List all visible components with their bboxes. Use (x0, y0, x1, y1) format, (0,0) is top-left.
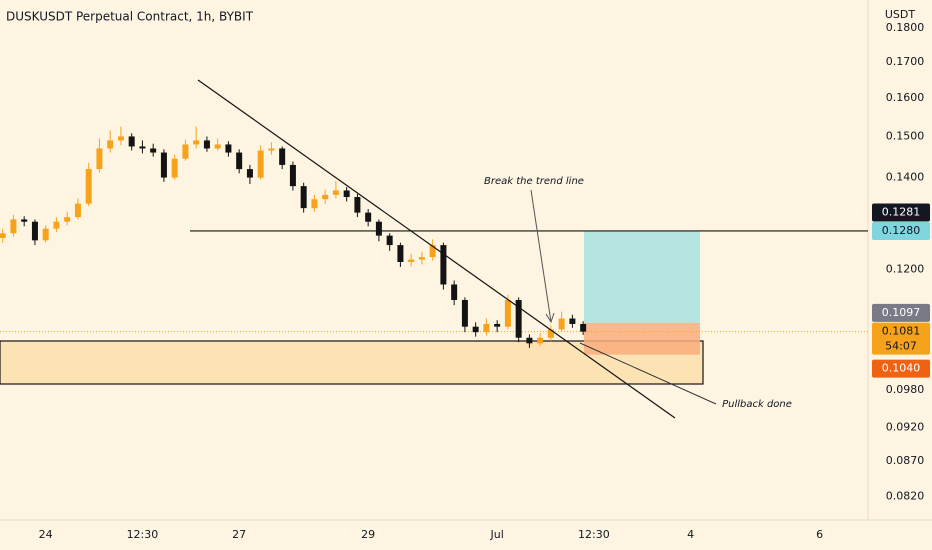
annotation: Pullback done (722, 399, 792, 410)
chart-title: DUSKUSDT Perpetual Contract, 1h, BYBIT (6, 10, 254, 24)
candle-body (418, 257, 425, 260)
annotation-box (718, 396, 796, 412)
candle-body (268, 148, 275, 151)
y-tick-label: 0.0980 (886, 383, 925, 396)
x-tick-label: 29 (361, 528, 375, 541)
candle-body (160, 152, 167, 178)
y-tick-label: 0.0870 (886, 454, 925, 467)
candle-body (451, 284, 458, 300)
candle-body (150, 148, 157, 153)
annotation: Break the trend line (484, 176, 584, 187)
candle-body (171, 158, 178, 178)
candle-body (257, 150, 264, 178)
candle-body (53, 221, 60, 229)
trend-line (197, 79, 676, 419)
candle-body (558, 318, 565, 330)
price-tag (872, 303, 930, 322)
candle-body (397, 245, 404, 262)
candle-body (289, 164, 296, 187)
y-tick-label: 0.1500 (886, 129, 925, 142)
candle-body (547, 329, 554, 338)
stop-zone (584, 322, 700, 355)
price-tag-label: 0.1281 (882, 205, 921, 218)
y-tick-label: 0.0820 (886, 489, 925, 502)
candle-body (107, 140, 114, 149)
candle-body (537, 337, 544, 344)
candle-body (483, 323, 490, 333)
candle-body (472, 326, 479, 333)
price-tag-label: 0.1097 (882, 306, 921, 319)
candle-body (279, 148, 286, 165)
candle-body (365, 212, 372, 222)
candle-body (128, 136, 135, 147)
candle-body (375, 221, 382, 236)
candle-body (461, 299, 468, 327)
candle-body (139, 146, 146, 149)
candle-body (429, 245, 436, 258)
price-tag-label: 0.1081 (882, 325, 921, 338)
candle-body (0, 233, 6, 238)
candle-body (322, 194, 329, 200)
candle-body (85, 169, 92, 204)
candle-body (117, 136, 124, 141)
y-tick-label: 0.1400 (886, 171, 925, 184)
candle-body (526, 337, 533, 344)
candle-body (42, 228, 49, 241)
y-tick-label: 0.1700 (886, 55, 925, 68)
x-tick-label: 27 (232, 528, 246, 541)
candle-body (182, 144, 189, 159)
candle-body (31, 221, 38, 241)
x-tick-label: 6 (816, 528, 823, 541)
plot (0, 126, 868, 355)
y-tick-label: 0.0920 (886, 421, 925, 434)
y-unit: USDT (885, 8, 916, 21)
break-arrow (530, 189, 552, 323)
candle-body (504, 299, 511, 327)
x-tick-label: 4 (687, 528, 694, 541)
price-tag (872, 359, 930, 378)
price-tag (872, 221, 930, 240)
candle-body (494, 323, 501, 327)
candle-body (300, 186, 307, 209)
candle-body (225, 144, 232, 153)
y-tick-label: 0.1600 (886, 91, 925, 104)
candle-body (246, 169, 253, 178)
candle-body (64, 217, 71, 222)
candle-body (10, 219, 17, 234)
candle-body (203, 140, 210, 149)
candle-body (21, 219, 28, 222)
target-zone (584, 230, 700, 323)
candle-body (343, 190, 350, 198)
candle-body (408, 259, 415, 262)
candle-body (580, 323, 587, 332)
candle-body (332, 190, 339, 195)
candle-body (354, 197, 361, 213)
pullback-arrow (579, 342, 717, 405)
y-tick-label: 0.1200 (886, 262, 925, 275)
x-tick-label: 24 (39, 528, 53, 541)
price-tag-label: 0.1040 (882, 362, 921, 375)
x-tick-label: 12:30 (127, 528, 159, 541)
candle-body (193, 140, 200, 145)
x-tick-label: Jul (490, 528, 504, 541)
candle-body (236, 152, 243, 170)
price-tag (872, 322, 930, 355)
candle-body (386, 235, 393, 246)
price-tag-label: 0.1280 (882, 224, 921, 237)
price-tag (872, 203, 930, 222)
x-tick-label: 12:30 (578, 528, 610, 541)
break-arrow-head (545, 312, 555, 324)
candle-body (311, 199, 318, 209)
candle-body (74, 203, 81, 218)
y-tick-label: 0.1800 (886, 21, 925, 34)
countdown: 54:07 (885, 340, 917, 353)
candle-body (569, 318, 576, 324)
candle-body (515, 299, 522, 338)
candle-body (214, 144, 221, 149)
candle-body (96, 148, 103, 170)
candle-body (440, 245, 447, 285)
